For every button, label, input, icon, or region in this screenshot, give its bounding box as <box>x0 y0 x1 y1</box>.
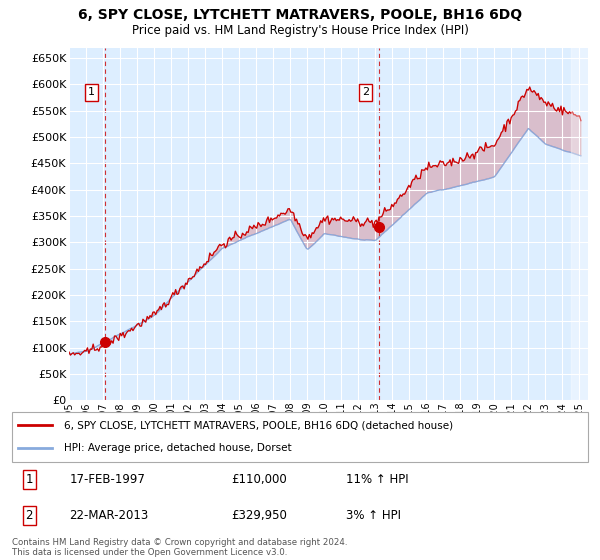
Text: 2: 2 <box>26 508 33 522</box>
Text: £329,950: £329,950 <box>231 508 287 522</box>
Text: 1: 1 <box>26 473 33 486</box>
Text: HPI: Average price, detached house, Dorset: HPI: Average price, detached house, Dors… <box>64 444 292 454</box>
Text: 11% ↑ HPI: 11% ↑ HPI <box>346 473 409 486</box>
Text: Price paid vs. HM Land Registry's House Price Index (HPI): Price paid vs. HM Land Registry's House … <box>131 24 469 36</box>
Text: 22-MAR-2013: 22-MAR-2013 <box>70 508 149 522</box>
Text: 3% ↑ HPI: 3% ↑ HPI <box>346 508 401 522</box>
Text: 6, SPY CLOSE, LYTCHETT MATRAVERS, POOLE, BH16 6DQ: 6, SPY CLOSE, LYTCHETT MATRAVERS, POOLE,… <box>78 8 522 22</box>
Text: 2: 2 <box>362 87 369 97</box>
Text: Contains HM Land Registry data © Crown copyright and database right 2024.
This d: Contains HM Land Registry data © Crown c… <box>12 538 347 557</box>
FancyBboxPatch shape <box>12 412 588 462</box>
Bar <box>571 32 596 400</box>
Text: 17-FEB-1997: 17-FEB-1997 <box>70 473 145 486</box>
Text: 6, SPY CLOSE, LYTCHETT MATRAVERS, POOLE, BH16 6DQ (detached house): 6, SPY CLOSE, LYTCHETT MATRAVERS, POOLE,… <box>64 420 453 430</box>
Text: 1: 1 <box>88 87 95 97</box>
Text: £110,000: £110,000 <box>231 473 287 486</box>
